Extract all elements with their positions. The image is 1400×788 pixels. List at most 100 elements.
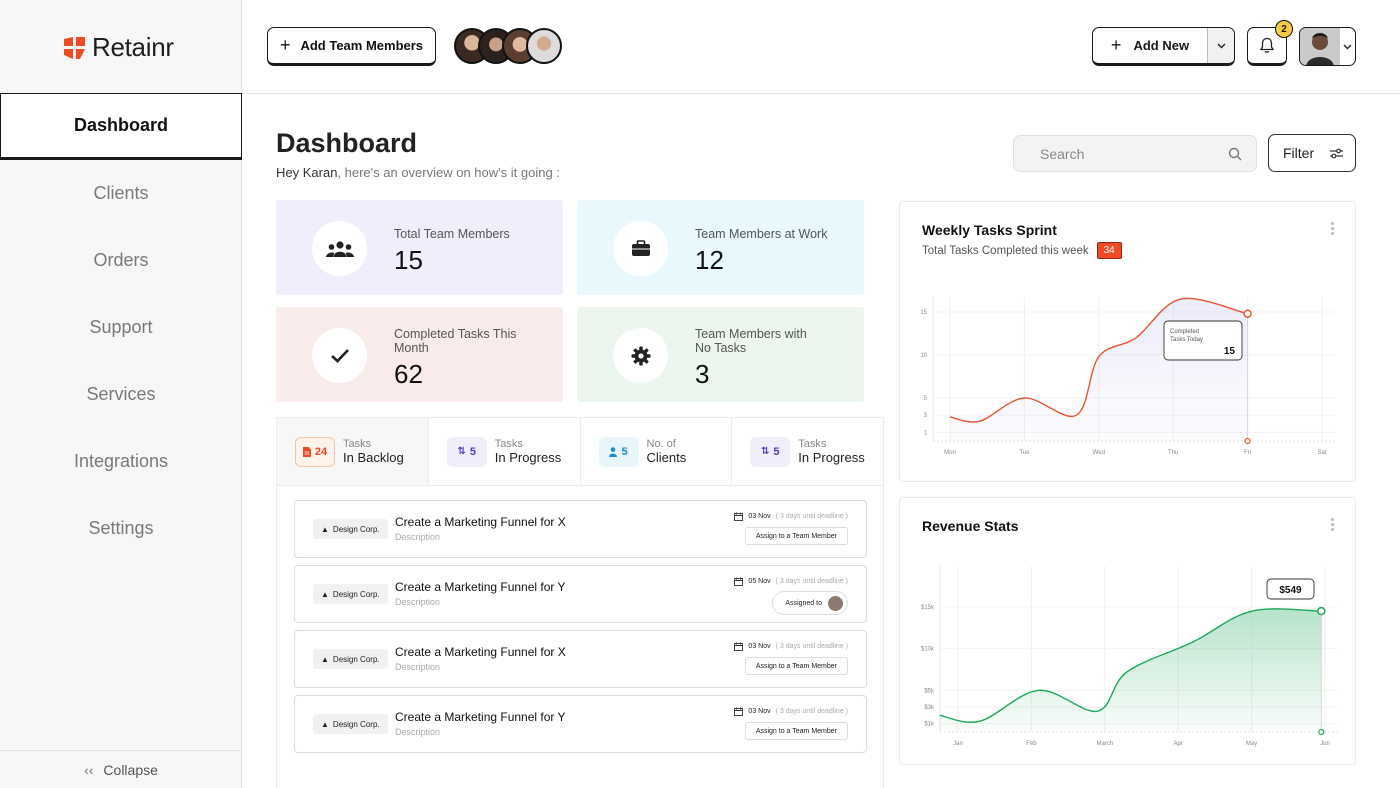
- add-new-button[interactable]: + Add New: [1092, 27, 1235, 66]
- tooltip-label: Tasks Today: [1170, 337, 1203, 343]
- x-tick-label: Wed: [1093, 450, 1105, 456]
- add-new-main[interactable]: + Add New: [1093, 28, 1207, 63]
- task-date: 05 Nov ( 3 days until deadline ): [734, 577, 848, 586]
- logo-text: Retainr: [92, 32, 174, 62]
- calendar-icon: [734, 707, 744, 716]
- team-avatars[interactable]: [454, 28, 562, 64]
- tab-line1: Tasks: [798, 437, 827, 450]
- sidebar-item-clients[interactable]: Clients: [93, 183, 149, 203]
- tab-in-progress[interactable]: ⇅ 5 Tasks In Progress: [429, 418, 581, 485]
- sliders-icon: [1330, 148, 1343, 158]
- add-team-members-button[interactable]: + Add Team Members: [267, 27, 436, 66]
- sidebar-item-settings[interactable]: Settings: [88, 518, 154, 538]
- sort-arrows-icon: ⇅: [760, 446, 770, 457]
- tooltip-revenue: $549: [1266, 578, 1315, 600]
- stat-value: 12: [695, 245, 724, 275]
- add-new-dropdown[interactable]: [1207, 28, 1234, 63]
- task-tabs: 24 Tasks In Backlog ⇅ 5 Tasks In Progres…: [277, 418, 883, 486]
- notifications-button[interactable]: [1247, 27, 1287, 66]
- check-icon: [312, 328, 367, 383]
- stat-label: Completed Tasks This Month: [394, 327, 517, 355]
- calendar-icon: [734, 642, 744, 651]
- clients-count-pill: 5: [598, 436, 639, 467]
- notification-count-badge: 2: [1275, 20, 1293, 38]
- task-row[interactable]: ▲ Design Corp. Create a Marketing Funnel …: [294, 565, 867, 623]
- task-description: Description: [395, 662, 441, 672]
- revenue-card: Jan Feb March Apr May Jun $1k $3k $5k $10k $15k $54…: [899, 497, 1356, 765]
- search-icon: [1228, 147, 1242, 160]
- tab-clients[interactable]: 5 No. of Clients: [581, 418, 733, 485]
- y-tick-label: $15k: [921, 605, 935, 611]
- company-name: Design Corp.: [332, 589, 380, 599]
- y-tick-label: 1: [924, 430, 928, 436]
- tab-backlog[interactable]: 24 Tasks In Backlog: [277, 418, 429, 485]
- tab-line2: In Progress: [798, 449, 865, 465]
- filter-button[interactable]: Filter: [1268, 134, 1356, 172]
- tooltip-value: 15: [1224, 346, 1236, 357]
- y-tick-label: 3: [924, 413, 928, 419]
- progress-count-pill: ⇅ 5: [446, 436, 487, 467]
- task-deadline: ( 3 days until deadline ): [775, 513, 848, 520]
- tooltip-box: [1163, 320, 1243, 361]
- tab-count: 24: [314, 445, 328, 458]
- more-options-icon[interactable]: [1331, 518, 1335, 531]
- stat-label: Total Team Members: [394, 227, 510, 241]
- assign-member-button[interactable]: Assign to a Team Member: [744, 527, 848, 545]
- sidebar-item-services[interactable]: Services: [86, 384, 156, 404]
- y-tick-label: 10: [920, 353, 927, 359]
- assign-member-button[interactable]: Assign to a Team Member: [744, 657, 848, 675]
- task-deadline: ( 3 days until deadline ): [775, 643, 848, 650]
- profile-menu[interactable]: [1299, 27, 1356, 66]
- greeting-text: , here's an overview on how's it going :: [337, 165, 560, 180]
- x-tick-label: Jun: [1320, 741, 1330, 747]
- document-icon: [302, 446, 311, 457]
- baseline-marker: [1244, 437, 1251, 445]
- stat-card-at-work[interactable]: Team Members at Work 12: [577, 200, 864, 295]
- collapse-label: Collapse: [103, 761, 158, 778]
- gear-icon: [613, 328, 668, 383]
- stat-card-no-tasks[interactable]: Team Members with No Tasks 3: [577, 307, 864, 402]
- task-row[interactable]: ▲ Design Corp. Create a Marketing Funnel …: [294, 630, 867, 688]
- bell-icon: [1259, 37, 1275, 53]
- search-input[interactable]: [1040, 145, 1200, 162]
- sidebar-item-support[interactable]: Support: [89, 317, 153, 337]
- task-row[interactable]: ▲ Design Corp. Create a Marketing Funnel …: [294, 695, 867, 753]
- tab-line2: Clients: [646, 449, 687, 465]
- stat-card-completed[interactable]: Completed Tasks This Month 62: [276, 307, 563, 402]
- chevron-down-icon: [1340, 44, 1355, 50]
- collapse-button[interactable]: ‹‹ Collapse: [0, 750, 242, 788]
- assign-member-button[interactable]: Assign to a Team Member: [744, 722, 848, 740]
- add-team-members-label: Add Team Members: [300, 38, 424, 53]
- stat-card-total-team[interactable]: Total Team Members 15: [276, 200, 563, 295]
- assigned-to-chip[interactable]: Assigned to: [772, 591, 848, 615]
- stat-value: 15: [394, 245, 423, 275]
- company-tag: ▲ Design Corp.: [313, 519, 388, 539]
- tab-in-progress-2[interactable]: ⇅ 5 Tasks In Progress: [732, 418, 883, 485]
- x-tick-label: Thu: [1168, 450, 1178, 456]
- card-title: Weekly Tasks Sprint: [922, 222, 1057, 238]
- y-tick-label: 15: [920, 310, 927, 316]
- task-row[interactable]: ▲ Design Corp. Create a Marketing Funnel …: [294, 500, 867, 558]
- data-point-marker: [1243, 309, 1252, 318]
- x-tick-label: May: [1246, 741, 1257, 747]
- sidebar-item-dashboard[interactable]: Dashboard: [0, 93, 242, 160]
- task-deadline: ( 3 days until deadline ): [775, 578, 848, 585]
- tab-text: Tasks In Backlog: [343, 438, 404, 466]
- sidebar-item-orders[interactable]: Orders: [93, 250, 149, 270]
- search-bar[interactable]: [1013, 135, 1257, 172]
- topbar: + Add Team Members + Add New 2: [242, 0, 1400, 94]
- stat-value: 62: [394, 359, 423, 389]
- sort-arrows-icon: ⇅: [457, 446, 466, 457]
- sidebar-item-integrations[interactable]: Integrations: [73, 451, 169, 471]
- sidebar: Retainr Dashboard Clients Orders Support…: [0, 0, 242, 788]
- logo[interactable]: Retainr: [64, 32, 174, 63]
- x-tick-label: Feb: [1026, 741, 1037, 747]
- avatar[interactable]: [526, 28, 562, 64]
- more-options-icon[interactable]: [1331, 222, 1335, 235]
- x-tick-label: Tue: [1019, 450, 1030, 456]
- baseline-marker: [1318, 728, 1325, 736]
- tab-text: Tasks In Progress: [495, 438, 561, 466]
- task-date: 03 Nov ( 3 days until deadline ): [734, 707, 848, 716]
- x-tick-label: Mon: [944, 450, 956, 456]
